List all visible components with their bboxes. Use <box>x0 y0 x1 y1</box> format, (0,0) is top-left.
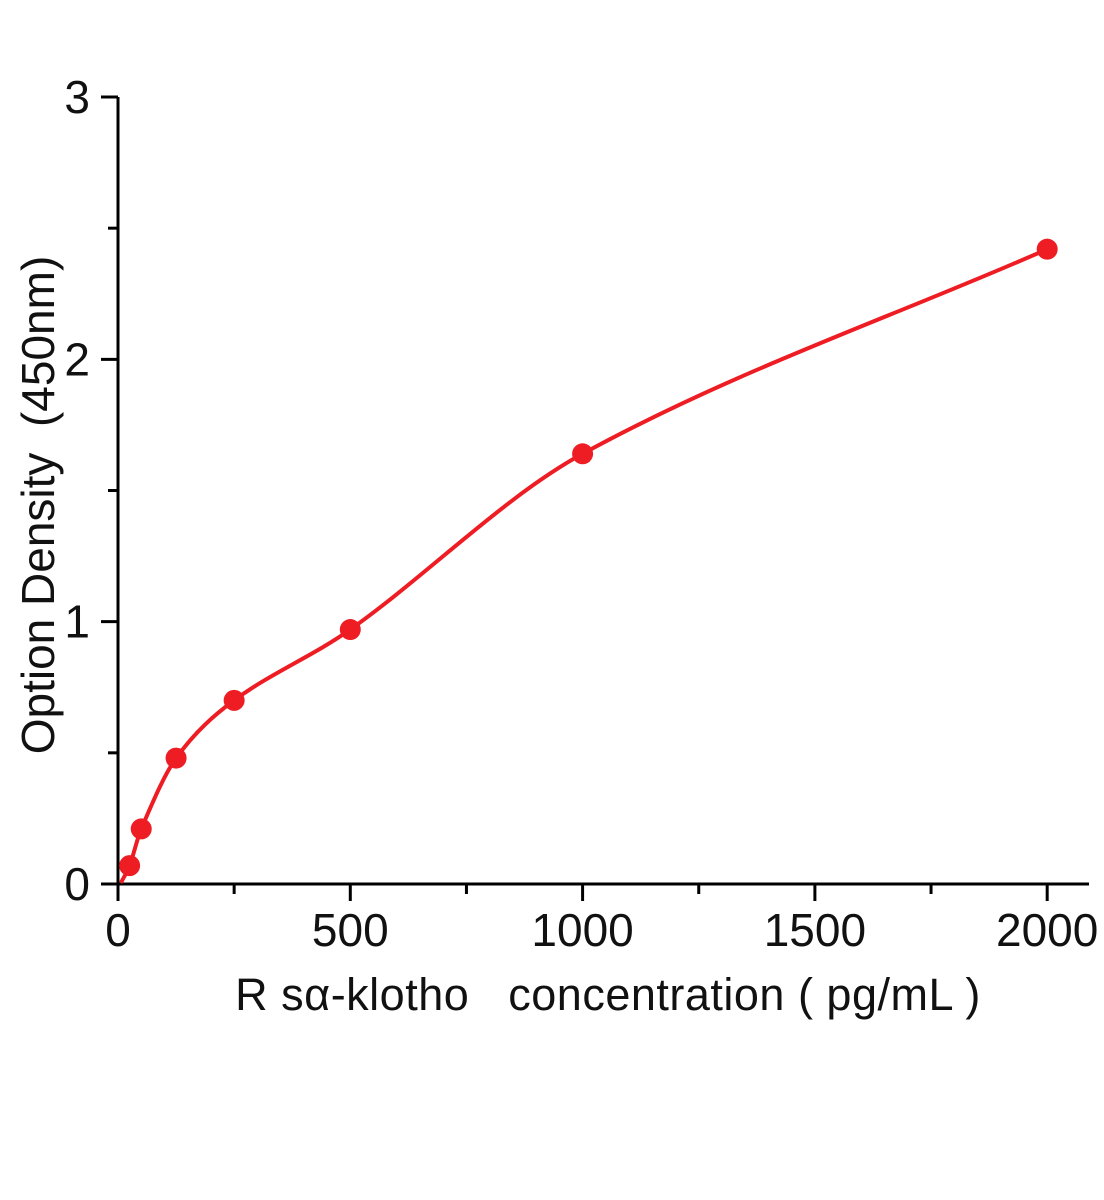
y-tick-label: 3 <box>64 71 90 123</box>
data-point <box>1036 238 1058 260</box>
data-point <box>339 619 361 641</box>
data-point <box>572 443 594 465</box>
data-point <box>119 855 141 877</box>
x-axis-title: R sα-klotho concentration ( pg/mL ) <box>235 969 981 1020</box>
x-tick-label: 0 <box>105 904 131 956</box>
y-tick-label: 2 <box>64 333 90 385</box>
data-point <box>223 689 245 711</box>
x-tick-label: 1000 <box>531 904 633 956</box>
data-point <box>130 818 152 840</box>
y-axis-title: Option Density (450nm) <box>12 255 64 755</box>
y-tick-label: 1 <box>64 596 90 648</box>
x-tick-label: 1500 <box>764 904 866 956</box>
x-tick-label: 500 <box>312 904 389 956</box>
x-tick-label: 2000 <box>996 904 1098 956</box>
data-point <box>165 747 187 769</box>
fit-curve <box>119 247 1050 884</box>
y-tick-label: 0 <box>64 858 90 910</box>
